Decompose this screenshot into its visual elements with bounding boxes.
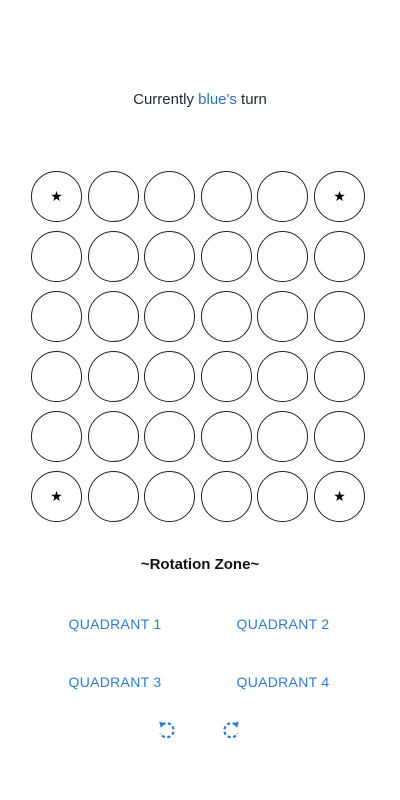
board-cell[interactable]	[201, 411, 252, 462]
board-cell[interactable]: ★	[314, 171, 365, 222]
board-cell[interactable]	[144, 351, 195, 402]
board-cell[interactable]	[201, 171, 252, 222]
quadrant-4-button[interactable]: QUADRANT 4	[236, 674, 330, 690]
board-cell[interactable]	[31, 411, 82, 462]
board-cell[interactable]	[257, 471, 308, 522]
board-cell[interactable]	[88, 411, 139, 462]
board-cell[interactable]	[144, 171, 195, 222]
turn-suffix: turn	[236, 91, 267, 108]
board-cell[interactable]	[31, 351, 82, 402]
board-cell[interactable]	[144, 411, 195, 462]
rotate-counterclockwise-button[interactable]	[155, 718, 179, 742]
board-cell[interactable]	[314, 411, 365, 462]
quadrant-1-button[interactable]: QUADRANT 1	[68, 616, 162, 632]
board-cell[interactable]	[88, 471, 139, 522]
board-cell[interactable]	[257, 171, 308, 222]
game-board: ★ ★ ★ ★	[31, 171, 369, 525]
star-icon: ★	[333, 188, 346, 205]
rotate-clockwise-icon	[223, 721, 239, 739]
star-icon: ★	[50, 488, 63, 505]
board-cell[interactable]	[257, 411, 308, 462]
board-cell[interactable]	[144, 471, 195, 522]
board-cell[interactable]: ★	[314, 471, 365, 522]
board-cell[interactable]	[201, 231, 252, 282]
turn-prefix: Currently	[133, 91, 199, 108]
turn-status: Currently blue's turn	[0, 88, 400, 112]
rotate-clockwise-button[interactable]	[219, 718, 243, 742]
board-cell[interactable]	[88, 291, 139, 342]
board-cell[interactable]	[201, 471, 252, 522]
star-icon: ★	[333, 488, 346, 505]
board-cell[interactable]: ★	[31, 471, 82, 522]
board-cell[interactable]	[88, 351, 139, 402]
board-cell[interactable]	[31, 231, 82, 282]
board-cell[interactable]	[144, 291, 195, 342]
current-player: blue's	[198, 91, 237, 108]
board-cell[interactable]	[314, 231, 365, 282]
rotation-zone-title: ~Rotation Zone~	[140, 556, 260, 573]
quadrant-3-button[interactable]: QUADRANT 3	[68, 674, 162, 690]
board-cell[interactable]	[257, 351, 308, 402]
board-cell[interactable]: ★	[31, 171, 82, 222]
board-cell[interactable]	[88, 171, 139, 222]
board-cell[interactable]	[201, 291, 252, 342]
star-icon: ★	[50, 188, 63, 205]
board-cell[interactable]	[314, 351, 365, 402]
board-cell[interactable]	[314, 291, 365, 342]
board-cell[interactable]	[201, 351, 252, 402]
board-cell[interactable]	[31, 291, 82, 342]
quadrant-2-button[interactable]: QUADRANT 2	[236, 616, 330, 632]
rotate-counterclockwise-icon	[159, 721, 175, 739]
board-cell[interactable]	[88, 231, 139, 282]
board-cell[interactable]	[257, 291, 308, 342]
board-cell[interactable]	[257, 231, 308, 282]
board-cell[interactable]	[144, 231, 195, 282]
